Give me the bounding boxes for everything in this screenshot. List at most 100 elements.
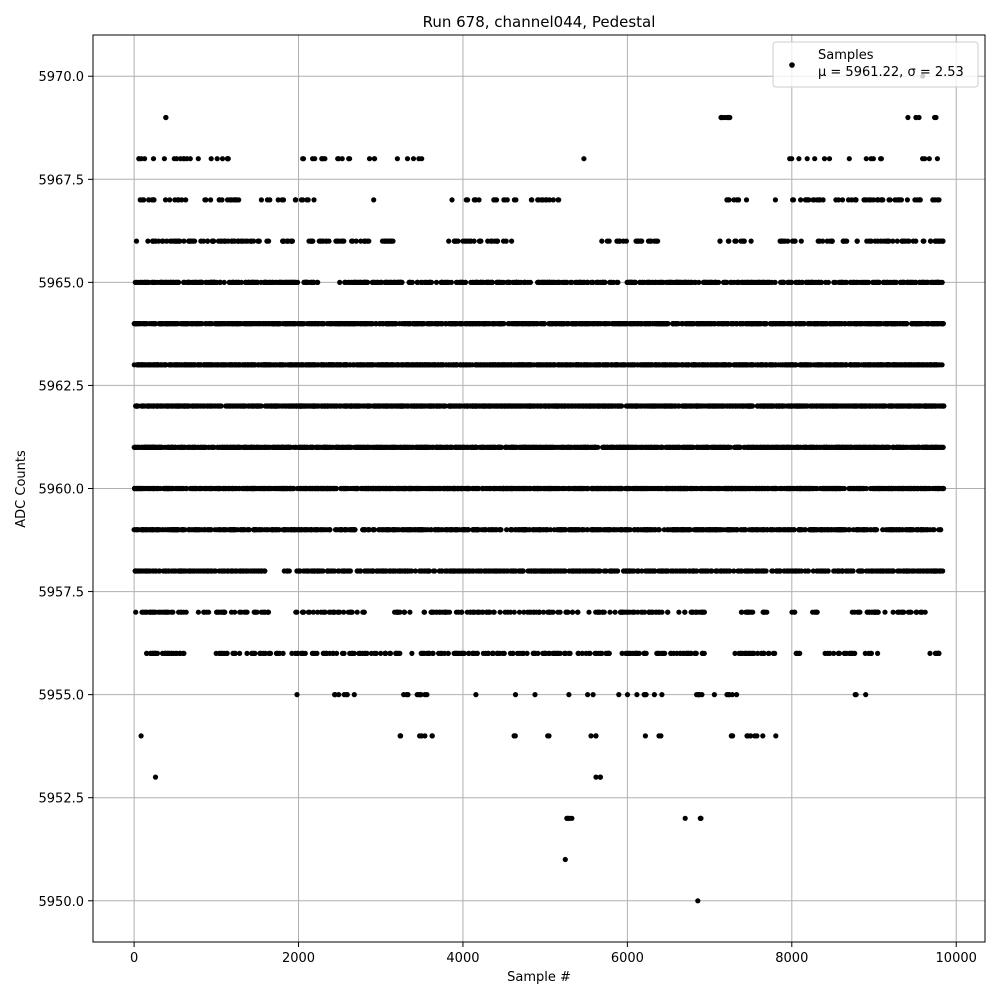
data-point [875,197,881,203]
data-point [339,321,345,327]
data-point [925,403,931,409]
data-point [926,156,932,162]
data-point [911,321,918,327]
data-point [737,403,743,409]
data-point [666,279,673,285]
data-point [682,403,688,409]
data-point [874,279,881,285]
data-point [163,362,169,368]
data-point [715,321,721,327]
data-point [373,321,379,327]
data-point [394,403,400,409]
data-point [645,362,651,368]
data-point [835,321,842,327]
data-point [272,403,278,409]
data-point [743,197,750,203]
data-point [879,197,885,203]
data-point [581,156,587,162]
data-point [280,362,286,368]
data-point [337,279,343,285]
data-point [466,321,472,327]
data-point [680,321,686,327]
data-point [595,321,601,327]
data-point [219,321,226,327]
data-point [279,403,285,409]
data-point [314,321,320,327]
data-point [820,321,826,327]
data-point [550,197,556,203]
data-point [527,403,533,409]
data-point [414,279,420,285]
data-point [868,156,874,162]
data-point [922,156,928,162]
data-point [405,403,411,409]
data-point [165,403,171,409]
data-point [167,197,173,203]
data-point [324,403,331,409]
data-point [725,238,732,244]
data-point [649,321,656,327]
data-point [570,321,577,327]
data-point [724,114,730,121]
data-point [658,321,664,327]
data-point [875,238,881,244]
data-point [861,197,867,203]
data-point [270,321,276,327]
data-point [772,197,779,203]
data-point [284,238,290,244]
data-point [374,279,380,285]
data-point [207,362,214,368]
data-point [428,321,434,327]
data-point [335,156,341,162]
data-point [853,362,859,368]
data-point [886,403,892,409]
data-point [516,403,522,409]
data-point [323,238,329,244]
data-point [460,279,466,285]
data-point [839,197,846,203]
data-point [674,362,680,368]
data-point [344,403,350,409]
data-point [826,156,833,162]
data-point [691,403,697,409]
data-point [891,279,898,285]
data-point [435,362,442,368]
data-point [750,321,756,327]
data-point [772,279,778,285]
data-point [903,321,909,327]
data-point [633,238,639,244]
data-point [443,321,449,327]
data-point [812,156,818,162]
data-point [270,279,276,285]
data-point [928,362,934,368]
data-point [175,197,181,203]
data-point [342,279,348,285]
data-point [501,279,507,285]
data-point [916,362,922,368]
data-point [254,403,260,409]
data-point [208,156,214,162]
data-point [827,321,833,327]
data-point [848,321,854,327]
data-point [266,238,272,244]
data-point [864,279,870,285]
data-point [556,362,562,368]
data-point [870,197,877,203]
data-point [870,403,876,409]
data-point [427,279,433,285]
data-point [473,279,479,285]
data-point [440,279,446,285]
data-point [781,279,787,285]
data-point [724,403,730,409]
data-point [199,321,205,327]
data-point [291,321,297,327]
data-point [759,403,765,409]
data-point [132,279,138,285]
data-point [318,238,324,244]
data-point [490,362,496,368]
data-point [550,321,556,327]
data-point [858,362,865,368]
data-point [883,321,889,327]
data-point [514,321,520,327]
